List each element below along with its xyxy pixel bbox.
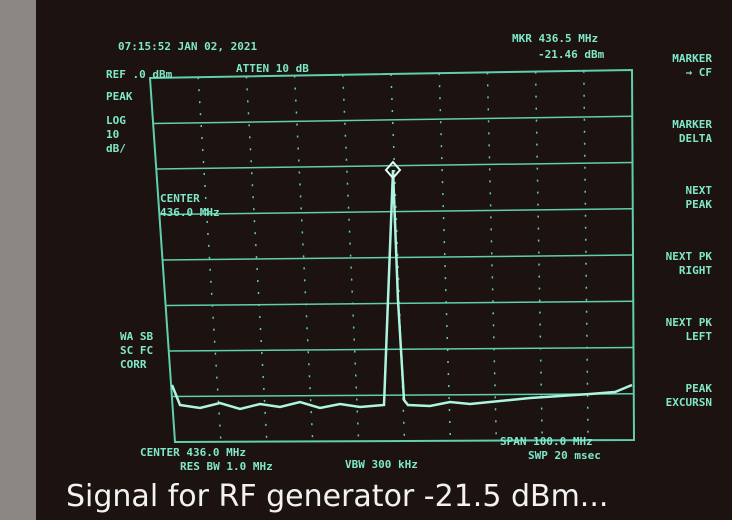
marker-level: -21.46 dBm <box>538 48 605 61</box>
ref-level: REF .0 dBm <box>106 68 173 81</box>
footer-vbw: VBW 300 kHz <box>345 458 418 471</box>
scale: 10 <box>106 128 119 141</box>
status: CORR <box>120 358 147 371</box>
attenuation: ATTEN 10 dB <box>236 62 309 75</box>
scale: LOG <box>106 114 126 127</box>
softkey-label: NEXT PK <box>666 250 713 263</box>
softkey-label: LEFT <box>686 330 713 343</box>
softkey-label: NEXT PK <box>666 316 713 329</box>
softkey-label: MARKER <box>672 118 712 131</box>
center-label: CENTER <box>160 192 200 205</box>
softkey-label: PEAK <box>686 198 713 211</box>
footer-res-bw: RES BW 1.0 MHz <box>180 460 273 473</box>
footer-center: CENTER 436.0 MHz <box>140 446 246 459</box>
softkey-label: RIGHT <box>679 264 712 277</box>
scale: dB/ <box>106 142 126 155</box>
softkey-label: NEXT <box>686 184 713 197</box>
footer-sweep: SWP 20 msec <box>528 449 601 462</box>
center-value: 436.0 MHz <box>160 206 220 219</box>
timestamp: 07:15:52 JAN 02, 2021 <box>118 40 257 53</box>
status: SC FC <box>120 344 153 357</box>
detector: PEAK <box>106 90 133 103</box>
softkey-label: PEAK <box>686 382 713 395</box>
caption: Signal for RF generator -21.5 dBm... <box>66 479 608 514</box>
status: WA SB <box>120 330 153 343</box>
softkey-label: EXCURSN <box>666 396 712 409</box>
marker-frequency: MKR 436.5 MHz <box>512 32 598 45</box>
softkey-label: MARKER <box>672 52 712 65</box>
footer-span: SPAN 100.0 MHz <box>500 435 593 448</box>
photo: 07:15:52 JAN 02, 2021 REF .0 dBm ATTEN 1… <box>0 0 732 520</box>
softkey-label: → CF <box>686 66 713 79</box>
softkey-label: DELTA <box>679 132 712 145</box>
bezel <box>0 0 40 520</box>
